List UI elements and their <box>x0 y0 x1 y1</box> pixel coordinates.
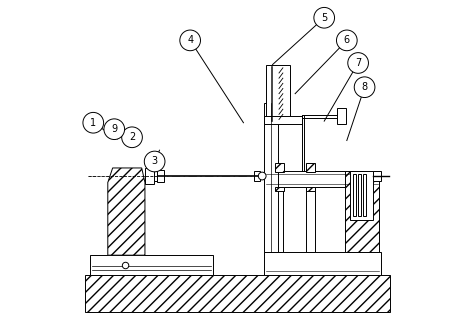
Circle shape <box>348 53 368 73</box>
Bar <box>363 174 365 216</box>
Bar <box>90 255 213 275</box>
Bar <box>275 187 284 191</box>
Bar <box>154 171 158 181</box>
Bar <box>337 108 346 124</box>
Bar <box>350 171 373 220</box>
Circle shape <box>144 151 165 172</box>
Bar <box>266 65 290 123</box>
Bar <box>358 174 361 216</box>
Text: 3: 3 <box>152 157 158 166</box>
Bar <box>254 171 260 181</box>
Text: 7: 7 <box>355 58 361 68</box>
Bar <box>264 252 381 275</box>
Bar <box>157 170 164 182</box>
Text: 5: 5 <box>321 13 328 23</box>
Circle shape <box>83 112 104 133</box>
Text: 6: 6 <box>344 36 350 45</box>
Circle shape <box>104 119 125 140</box>
Circle shape <box>180 30 201 51</box>
Bar <box>264 103 278 252</box>
Bar <box>145 168 154 184</box>
Text: 2: 2 <box>129 132 135 142</box>
Bar <box>373 171 381 181</box>
Circle shape <box>354 77 375 98</box>
Circle shape <box>337 30 357 51</box>
Bar <box>307 187 315 252</box>
Text: 4: 4 <box>187 36 193 45</box>
Bar <box>85 275 391 312</box>
Bar <box>264 116 301 124</box>
Text: 1: 1 <box>90 118 96 128</box>
Polygon shape <box>108 168 145 255</box>
Text: 8: 8 <box>362 82 368 92</box>
Circle shape <box>122 127 142 148</box>
Circle shape <box>314 7 335 28</box>
Bar <box>275 163 284 172</box>
Bar <box>264 171 379 187</box>
Text: 9: 9 <box>111 124 118 134</box>
Circle shape <box>258 172 266 180</box>
Bar <box>275 187 283 252</box>
Bar <box>307 187 316 191</box>
Circle shape <box>122 262 129 269</box>
Bar <box>345 171 379 252</box>
Bar <box>307 163 316 172</box>
Bar <box>353 174 356 216</box>
